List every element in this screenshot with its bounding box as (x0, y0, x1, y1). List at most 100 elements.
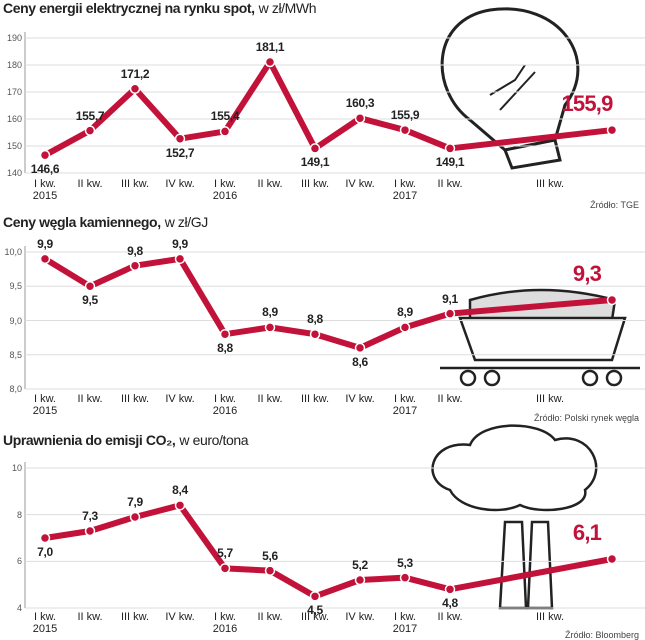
data-point (309, 143, 321, 154)
data-point (219, 563, 231, 574)
data-point (354, 112, 366, 124)
value-label: 8,9 (262, 305, 278, 320)
x-tick-label: II kw. (257, 611, 283, 623)
value-label: 9,8 (127, 243, 143, 258)
chart-subtitle: w zł/MWh (258, 0, 317, 16)
x-tick-label: III kw. (120, 611, 150, 623)
data-point (129, 511, 141, 523)
value-label: 4,8 (442, 596, 458, 611)
value-label: 5,2 (352, 558, 368, 572)
data-point (399, 572, 411, 583)
value-label: 8,4 (172, 483, 188, 498)
y-tick-label: 9,5 (9, 281, 22, 292)
x-tick-label: III kw. (300, 178, 330, 190)
x-tick-label: II kw. (77, 393, 103, 405)
x-tick-label: IV kw. (345, 611, 375, 623)
source-note: Źródło: TGE (590, 200, 639, 210)
value-label: 171,2 (120, 66, 150, 81)
value-label: 146,6 (30, 162, 60, 177)
y-tick-label: 10,0 (4, 247, 22, 257)
x-tick-label: II kw. (257, 178, 283, 190)
chart-subtitle: w euro/tona (179, 432, 249, 448)
value-label: 5,3 (397, 555, 413, 570)
x-tick-label: II kw. (437, 611, 463, 623)
data-point (174, 133, 186, 144)
value-label-final: 155,9 (561, 91, 613, 117)
data-point (219, 328, 231, 340)
x-tick-label: IV kw. (345, 178, 375, 190)
source-note: Źródło: Polski rynek węgla (533, 413, 639, 423)
chart-title-text: Ceny węgla kamiennego, (3, 214, 161, 230)
x-tick-label: I kw. 2015 (32, 393, 58, 417)
value-label: 8,8 (307, 312, 323, 327)
data-point (399, 124, 411, 136)
x-tick-label: IV kw. (165, 393, 195, 405)
value-label-final: 9,3 (572, 260, 602, 286)
x-tick-label: IV kw. (165, 611, 195, 623)
data-point (309, 591, 321, 602)
data-point (444, 308, 456, 319)
y-tick-label: 180 (6, 60, 22, 70)
value-label: 8,8 (217, 341, 233, 356)
chart-title: Uprawnienia do emisji CO₂, w euro/tona (3, 432, 249, 448)
value-label: 155,7 (75, 108, 105, 123)
y-tick-label: 140 (6, 168, 22, 178)
x-tick-label: I kw. 2016 (212, 178, 238, 202)
chart-title-text: Uprawnienia do emisji CO₂, (3, 432, 176, 448)
x-tick-label: III kw. (300, 611, 330, 623)
value-label: 152,7 (165, 145, 195, 160)
value-label: 7,0 (37, 545, 53, 559)
x-tick-label: II kw. (437, 178, 463, 190)
value-label: 9,9 (172, 236, 188, 251)
source-note: Źródło: Bloomberg (564, 630, 639, 640)
x-tick-label: III kw. (535, 393, 565, 405)
data-point (444, 584, 456, 595)
coal-wagon-illustration (440, 288, 640, 387)
chart-title-text: Ceny energii elektrycznej na rynku spot, (3, 0, 255, 16)
x-tick-label: III kw. (120, 393, 150, 405)
data-point (264, 56, 276, 68)
x-tick-label: II kw. (77, 611, 103, 623)
chart-title: Ceny energii elektrycznej na rynku spot,… (3, 0, 317, 16)
y-tick-label: 10 (11, 463, 22, 473)
x-tick-label: I kw. 2016 (212, 393, 238, 417)
value-label: 155,9 (390, 108, 420, 123)
data-point (39, 532, 51, 544)
x-tick-label: II kw. (77, 178, 103, 190)
value-label: 5,6 (262, 548, 278, 563)
data-point (84, 525, 96, 537)
data-point (174, 253, 186, 265)
x-tick-label: III kw. (535, 178, 565, 190)
x-tick-label: IV kw. (345, 393, 375, 405)
data-point (309, 328, 321, 340)
value-label: 160,3 (345, 96, 375, 111)
data-point (39, 253, 51, 265)
y-tick-label: 190 (6, 33, 22, 43)
data-point (444, 143, 456, 154)
x-tick-label: I kw. 2016 (212, 611, 238, 635)
y-tick-label: 8,0 (9, 384, 22, 394)
data-point (264, 322, 276, 333)
y-tick-label: 160 (6, 114, 22, 124)
x-tick-label: III kw. (300, 393, 330, 405)
data-point (84, 281, 96, 292)
y-tick-label: 6 (16, 556, 22, 567)
value-label: 4,5 (307, 603, 323, 618)
data-point (606, 124, 618, 136)
x-tick-label: I kw. 2017 (392, 178, 418, 202)
bulb-illustration (440, 7, 580, 170)
chart-title: Ceny węgla kamiennego, w zł/GJ (3, 214, 208, 230)
data-point (219, 126, 231, 137)
data-point (84, 125, 96, 136)
value-label: 9,9 (37, 236, 53, 251)
y-tick-label: 8 (16, 509, 22, 520)
value-label: 5,7 (217, 546, 233, 561)
data-point (129, 260, 141, 271)
value-label: 181,1 (255, 40, 285, 55)
value-label-final: 6,1 (572, 520, 602, 545)
data-point (264, 565, 276, 576)
chart-subtitle: w zł/GJ (164, 214, 208, 230)
value-label: 149,1 (300, 155, 330, 170)
